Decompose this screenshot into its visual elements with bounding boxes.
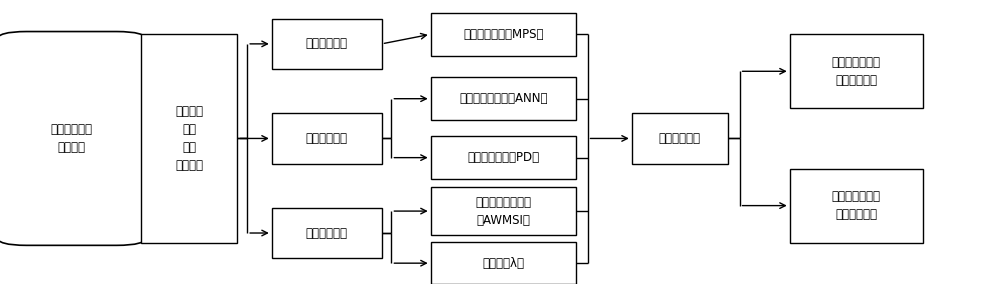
Text: 平均斑块密度（PD）: 平均斑块密度（PD） (467, 151, 539, 164)
FancyBboxPatch shape (272, 18, 382, 69)
Text: 乡村类型划分: 乡村类型划分 (659, 132, 701, 145)
Text: 规模分布特征: 规模分布特征 (306, 37, 348, 50)
FancyBboxPatch shape (431, 242, 576, 284)
Text: 长宽比（λ）: 长宽比（λ） (482, 257, 524, 270)
FancyBboxPatch shape (431, 78, 576, 120)
FancyBboxPatch shape (272, 208, 382, 258)
Text: 空间分布特征: 空间分布特征 (306, 132, 348, 145)
FancyBboxPatch shape (272, 113, 382, 164)
FancyBboxPatch shape (141, 34, 237, 243)
Text: 小规模简单高密
度团块散布型: 小规模简单高密 度团块散布型 (832, 190, 881, 221)
Text: 大规模复杂低密
度条带集聚型: 大规模复杂低密 度条带集聚型 (832, 56, 881, 87)
Text: 平均斑块面积（MPS）: 平均斑块面积（MPS） (463, 28, 543, 41)
Text: 聚落斑块
道路
水系
行政边界: 聚落斑块 道路 水系 行政边界 (175, 105, 203, 172)
FancyBboxPatch shape (0, 32, 146, 245)
Text: 平均斑块形状指数
（AWMSI）: 平均斑块形状指数 （AWMSI） (475, 196, 531, 227)
FancyBboxPatch shape (431, 187, 576, 235)
Text: 乡村基础地理
信息数据: 乡村基础地理 信息数据 (51, 123, 93, 154)
FancyBboxPatch shape (431, 13, 576, 56)
FancyBboxPatch shape (431, 136, 576, 179)
FancyBboxPatch shape (632, 113, 728, 164)
FancyBboxPatch shape (790, 34, 923, 108)
FancyBboxPatch shape (790, 169, 923, 243)
Text: 平均最邻近距离（ANN）: 平均最邻近距离（ANN） (459, 92, 547, 105)
Text: 形态分布特征: 形态分布特征 (306, 227, 348, 239)
